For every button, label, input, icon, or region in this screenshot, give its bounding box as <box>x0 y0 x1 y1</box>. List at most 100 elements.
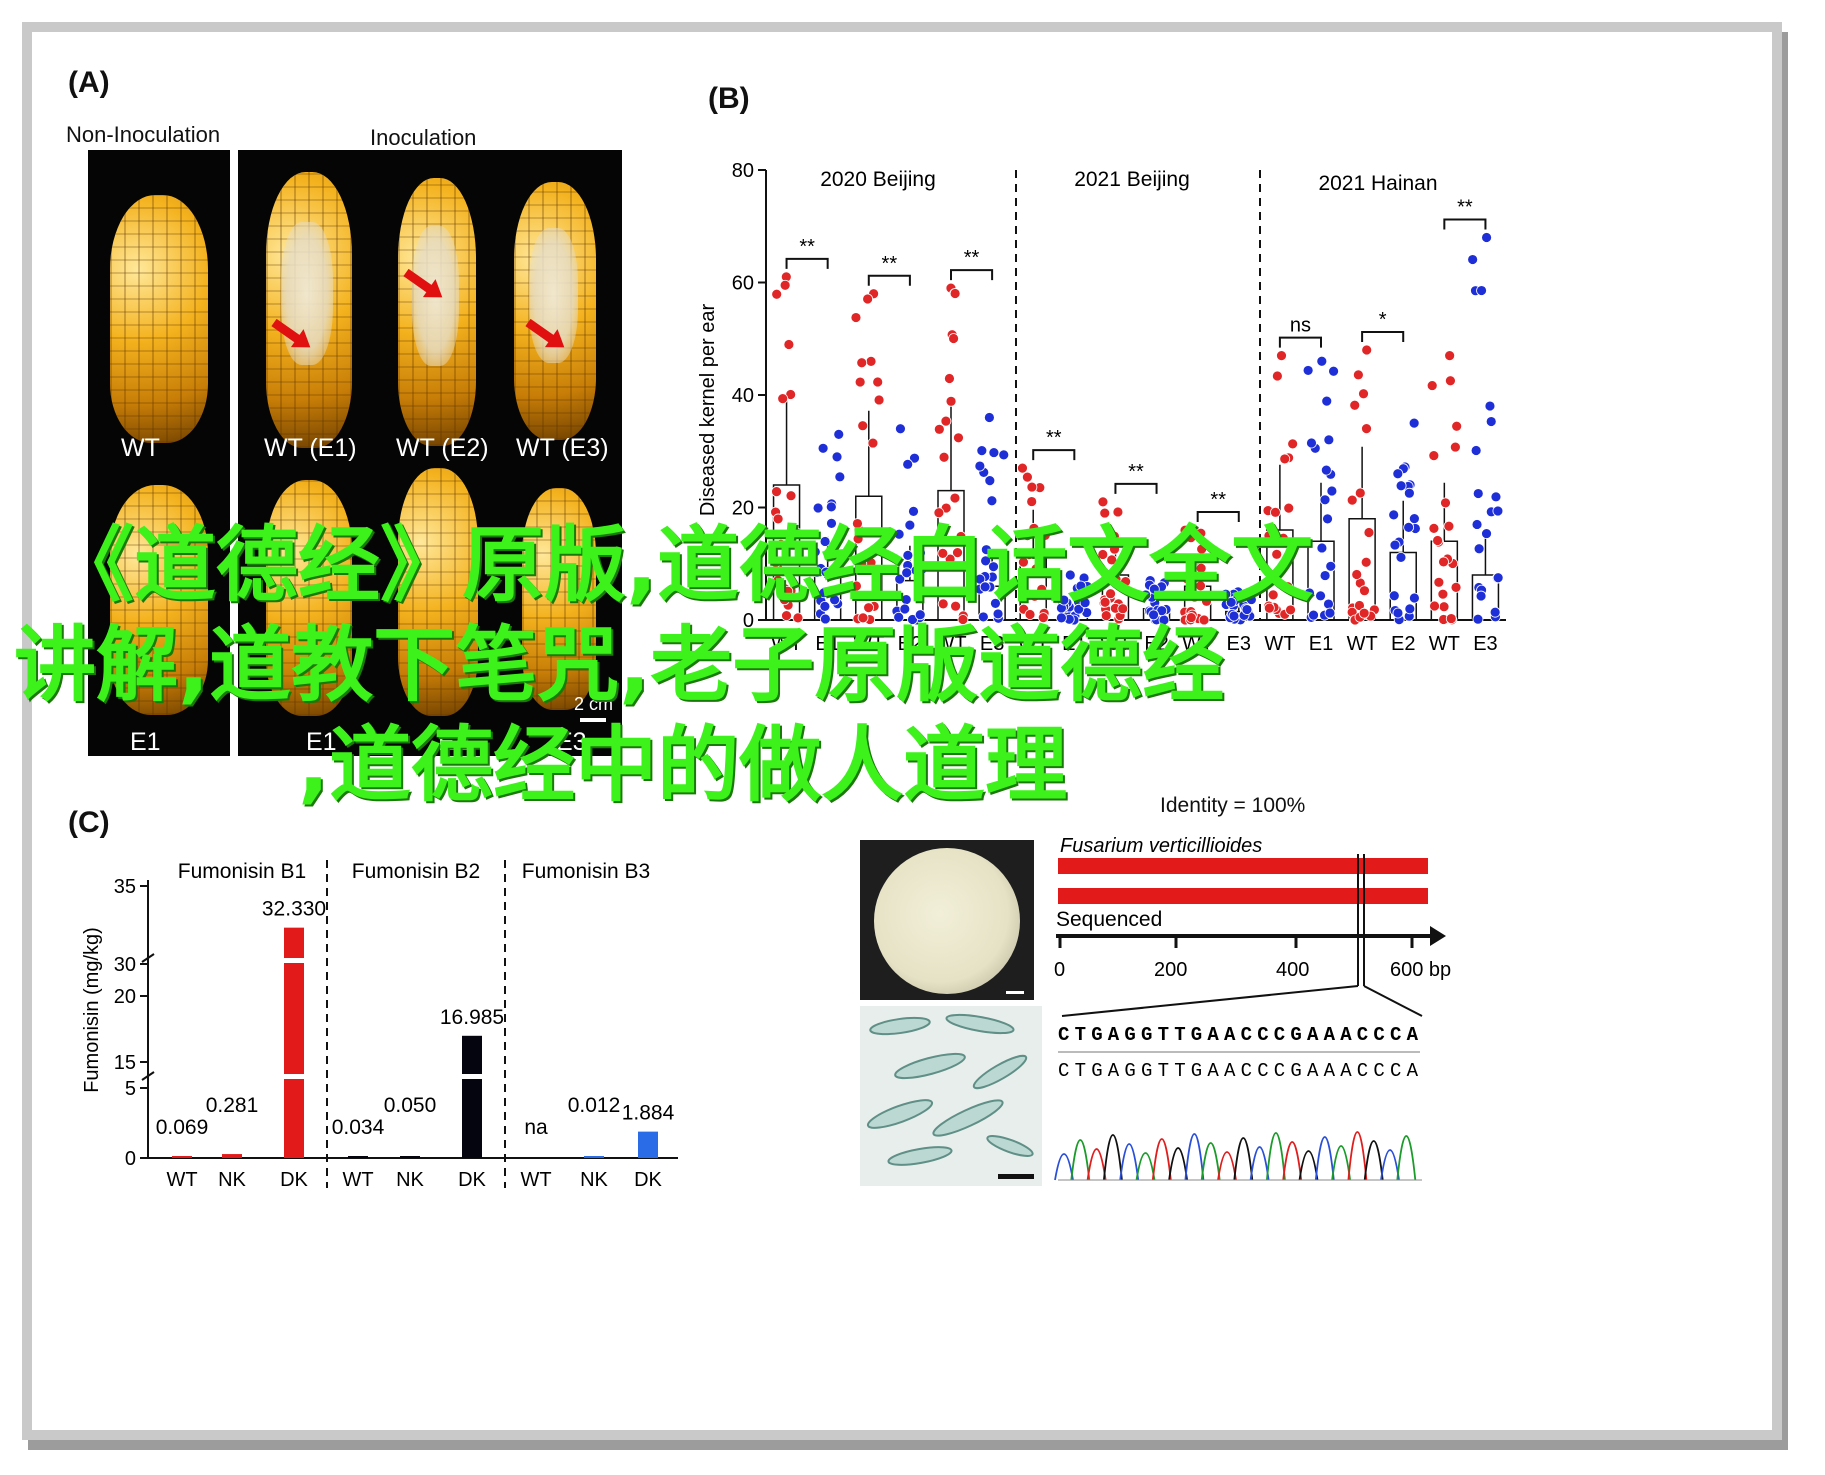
panel-b-label: (B) <box>708 82 750 115</box>
chart-b-point <box>867 437 879 449</box>
chart-b-sig-label: ** <box>799 236 815 258</box>
chart-b-point <box>1287 438 1299 450</box>
chart-b-sig-label: ** <box>1046 427 1062 449</box>
chart-b-point <box>1472 488 1484 499</box>
chart-b-point <box>948 333 959 344</box>
chart-b-sig-label: * <box>1379 309 1387 331</box>
chart-b-point <box>974 573 986 585</box>
chromatogram-peak <box>1233 1137 1254 1181</box>
chart-b-point <box>863 602 875 614</box>
chart-b-point <box>1277 532 1289 544</box>
chart-b-point <box>1472 613 1484 625</box>
chart-b-point <box>1404 603 1416 615</box>
chart-b-point <box>1388 509 1400 521</box>
chromatogram-peak <box>1135 1152 1156 1181</box>
chart-b-x-label: E1 <box>1309 633 1333 655</box>
chromatogram-peak <box>1314 1136 1335 1181</box>
chart-b-point <box>1140 589 1152 601</box>
chart-b-point <box>818 587 830 599</box>
caption-e3-inoc: E3 <box>556 728 587 756</box>
chart-b-x-label: WT <box>1264 633 1295 655</box>
chart-b-point <box>998 449 1010 461</box>
identity-label: Identity = 100% <box>1160 794 1306 817</box>
chart-b-point <box>856 357 868 369</box>
chromatogram-peak <box>1380 1149 1400 1181</box>
chart-b-point <box>894 573 906 585</box>
chart-b-point <box>938 451 950 463</box>
caption-e1-inoc: E1 <box>306 728 337 756</box>
chart-b-sig-bracket <box>1114 482 1158 494</box>
chart-b-point <box>1030 563 1042 575</box>
chart-b-point <box>831 451 843 463</box>
chart-b-point <box>950 600 961 612</box>
chart-b-point <box>1022 471 1033 483</box>
chart-b-point <box>1036 583 1048 595</box>
chart-b-point <box>1445 375 1456 387</box>
chart-b-point <box>772 513 784 525</box>
chart-b-point <box>777 393 789 404</box>
chart-b-point <box>1323 598 1334 610</box>
chart-b-point <box>949 288 961 299</box>
chart-c-x-label: WT <box>166 1169 197 1191</box>
chart-b-point <box>1451 420 1463 432</box>
chart-b-point <box>1325 560 1337 572</box>
chart-c-value-label: 32.330 <box>262 898 326 921</box>
chart-b-point <box>1403 521 1415 533</box>
chart-c-bar-break <box>460 1074 484 1079</box>
chart-b-point <box>1306 437 1317 449</box>
chart-c-x-label: NK <box>580 1169 608 1191</box>
chart-b-point <box>1099 507 1111 519</box>
chart-b-point <box>974 460 986 472</box>
chart-b-point <box>1097 496 1109 508</box>
chart-b-point <box>1056 612 1067 624</box>
chart-b-point <box>1263 530 1275 542</box>
chart-c-tick-label: 0 <box>125 1148 136 1170</box>
chart-b-point <box>904 519 916 531</box>
chart-b-point <box>1433 576 1445 588</box>
chart-b-point <box>1349 399 1361 411</box>
chart-b-point <box>770 556 782 568</box>
group-label-b2: Fumonisin B2 <box>352 860 480 883</box>
chart-b-point <box>820 566 832 578</box>
conidia-drawing <box>866 1013 1034 1179</box>
chart-b-sig-bracket <box>1361 331 1405 342</box>
chart-b-point <box>1392 468 1404 480</box>
chart-b-point <box>980 544 992 556</box>
chart-c-ylabel: Fumonisin (mg/kg) <box>81 927 103 1093</box>
chart-b-point <box>1105 588 1116 600</box>
chart-b-ylabel: Diseased kernel per ear <box>697 303 719 516</box>
sequenced-label: Sequenced <box>1056 908 1162 931</box>
chart-b-point <box>1328 365 1339 377</box>
chart-b-point <box>1476 285 1487 296</box>
chart-b-point <box>873 394 885 406</box>
chart-b-point <box>940 415 952 427</box>
chart-b-point <box>1324 607 1336 619</box>
chart-b-point <box>899 603 911 615</box>
sequence-alignment: Fusarium verticillioides Sequenced 0 200… <box>1054 835 1451 1181</box>
chart-b-point <box>817 442 829 454</box>
chart-b-sig-bracket <box>1443 218 1487 230</box>
chart-b-point <box>1444 350 1456 362</box>
chart-b-point <box>1024 609 1036 620</box>
caption-wt: WT <box>121 434 160 462</box>
chart-c-value-label: 0.281 <box>206 1094 259 1117</box>
chart-b-sig-bracket <box>1032 449 1076 461</box>
chart-b-point <box>1445 613 1457 624</box>
chart-b-point <box>1225 596 1237 608</box>
chart-b-point <box>829 594 840 606</box>
chart-b-point <box>988 561 999 573</box>
watermark-line-3: ,道德经中的做人道理 <box>298 718 1068 813</box>
chart-b-point <box>1395 480 1407 492</box>
corn-ear-infected <box>266 172 352 448</box>
chart-b-point <box>1179 524 1191 536</box>
chart-b-point <box>909 452 920 464</box>
chart-b-point <box>833 428 845 440</box>
chromatogram-peak <box>1070 1139 1091 1181</box>
chart-b-point <box>976 445 988 457</box>
chart-b-point <box>1321 395 1333 407</box>
chart-b-point <box>1023 549 1035 561</box>
chart-b-point <box>949 492 961 504</box>
chart-b-x-label: E2 <box>1391 633 1415 655</box>
chart-b-tick-label: 20 <box>732 498 754 520</box>
zoom-line <box>1363 985 1423 1017</box>
